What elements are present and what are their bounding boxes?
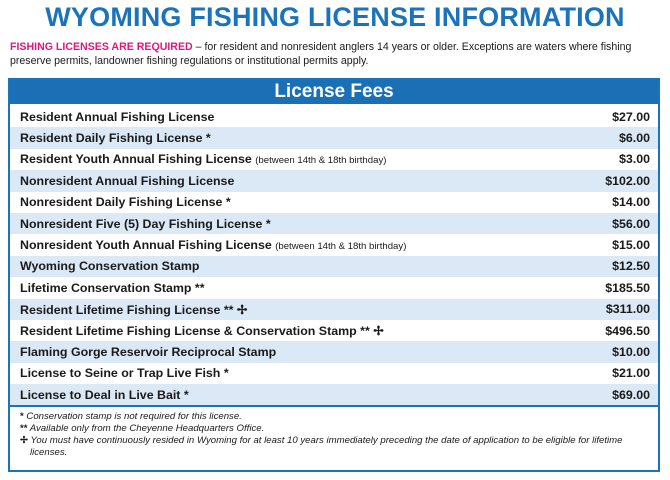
footnote-mark: *	[205, 131, 211, 146]
intro: FISHING LICENSES ARE REQUIRED – for resi…	[10, 40, 662, 68]
footnote: ✢ You must have continuously resided in …	[20, 435, 648, 459]
fee: $69.00	[612, 387, 650, 402]
footnote-symbol: **	[20, 423, 28, 435]
fee-row: License to Deal in Live Bait * $69.00	[10, 384, 658, 406]
fee-row: License to Seine or Trap Live Fish * $21.…	[10, 363, 658, 384]
footnote-mark: *	[225, 195, 231, 210]
fee-row: Resident Annual Fishing License $27.00	[10, 106, 658, 127]
fee-row: Nonresident Five (5) Day Fishing License…	[10, 212, 658, 235]
footnote-mark: **	[194, 280, 205, 295]
fee-row: Nonresident Daily Fishing License * $14.0…	[10, 192, 658, 213]
license-name: Nonresident Five (5) Day Fishing License	[20, 216, 263, 231]
footnote-mark: *	[183, 387, 189, 402]
license-cell: Resident Daily Fishing License *	[20, 131, 619, 145]
license-name: Resident Annual Fishing License	[20, 109, 215, 124]
fee: $27.00	[612, 109, 650, 124]
intro-lead: FISHING LICENSES ARE REQUIRED	[10, 41, 193, 53]
license-cell: Nonresident Youth Annual Fishing License…	[20, 238, 612, 252]
fee: $12.50	[612, 259, 650, 274]
fee-row: Wyoming Conservation Stamp $12.50	[10, 255, 658, 278]
table-rows: Resident Annual Fishing License $27.00 Res…	[10, 106, 658, 408]
footnote-mark: ** ✢	[223, 302, 248, 317]
footnotes: * Conservation stamp is not required for…	[10, 407, 658, 463]
license-name: Resident Lifetime Fishing License	[20, 302, 221, 317]
license-note: (between 14th & 18th birthday)	[255, 155, 387, 167]
license-cell: License to Deal in Live Bait *	[20, 388, 612, 402]
fee: $102.00	[605, 173, 650, 188]
license-cell: Flaming Gorge Reservoir Reciprocal Stamp	[20, 345, 612, 359]
license-cell: Resident Youth Annual Fishing License (b…	[20, 152, 619, 166]
license-name: Resident Daily Fishing License	[20, 131, 203, 146]
license-cell: Nonresident Five (5) Day Fishing License…	[20, 217, 612, 231]
fee-table: License Fees Resident Annual Fishing Lic…	[8, 78, 660, 472]
license-name: Nonresident Youth Annual Fishing License	[20, 238, 272, 253]
fee: $311.00	[605, 302, 650, 317]
license-name: License to Deal in Live Bait	[20, 387, 181, 402]
fee-row: Nonresident Youth Annual Fishing License…	[10, 234, 658, 255]
fee-row: Resident Lifetime Fishing License ** ✢ $3…	[10, 298, 658, 320]
license-name: Nonresident Daily Fishing License	[20, 195, 223, 210]
license-cell: Lifetime Conservation Stamp **	[20, 281, 605, 295]
fee: $56.00	[612, 216, 650, 231]
license-name: Lifetime Conservation Stamp	[20, 280, 192, 295]
page-title: WYOMING FISHING LICENSE INFORMATION	[45, 2, 625, 32]
fee: $185.50	[605, 280, 650, 295]
footnote: ** Available only from the Cheyenne Head…	[20, 423, 648, 435]
footnote-mark: *	[265, 216, 271, 231]
license-cell: License to Seine or Trap Live Fish *	[20, 366, 612, 380]
license-name: Resident Lifetime Fishing License & Cons…	[20, 324, 357, 339]
fee: $3.00	[618, 152, 650, 167]
table-title: License Fees	[10, 80, 658, 106]
license-name: Resident Youth Annual Fishing License	[20, 152, 252, 167]
license-cell: Wyoming Conservation Stamp	[20, 259, 612, 273]
license-cell: Resident Lifetime Fishing License ** ✢	[20, 302, 606, 317]
license-cell: Resident Lifetime Fishing License & Cons…	[20, 323, 605, 338]
footnote-mark: *	[223, 366, 229, 381]
fee-row: Resident Youth Annual Fishing License (b…	[10, 149, 658, 170]
fee-row: Resident Lifetime Fishing License & Cons…	[10, 320, 658, 341]
license-name: Wyoming Conservation Stamp	[20, 259, 200, 274]
license-name: License to Seine or Trap Live Fish	[20, 366, 221, 381]
footnote-symbol: *	[20, 411, 24, 423]
fee: $6.00	[618, 131, 650, 146]
license-cell: Nonresident Daily Fishing License *	[20, 195, 612, 209]
fee: $14.00	[612, 195, 650, 210]
footnote: * Conservation stamp is not required for…	[20, 411, 648, 423]
fee: $496.50	[605, 323, 650, 338]
fee: $15.00	[612, 238, 650, 253]
fee-row: Nonresident Annual Fishing License $102.0…	[10, 170, 658, 192]
footnote-text: You must have continuously resided in Wy…	[30, 435, 623, 459]
fee-row: Resident Daily Fishing License * $6.00	[10, 127, 658, 149]
footnote-symbol: ✢	[20, 435, 29, 447]
footnote-text: Available only from the Cheyenne Headqua…	[29, 423, 265, 435]
license-cell: Resident Annual Fishing License	[20, 110, 612, 124]
footnote-mark: ** ✢	[360, 324, 384, 339]
fee: $10.00	[612, 344, 650, 359]
license-name: Nonresident Annual Fishing License	[20, 173, 235, 188]
license-cell: Nonresident Annual Fishing License	[20, 174, 605, 188]
fee-row: Flaming Gorge Reservoir Reciprocal Stamp…	[10, 341, 658, 363]
intro-text: – for resident and nonresident anglers 1…	[10, 41, 632, 67]
fee-row: Lifetime Conservation Stamp ** $185.50	[10, 277, 658, 298]
license-note: (between 14th & 18th birthday)	[275, 241, 407, 253]
license-name: Flaming Gorge Reservoir Reciprocal Stamp	[20, 344, 277, 359]
fee: $21.00	[612, 366, 650, 381]
footnote-text: Conservation stamp is not required for t…	[26, 411, 242, 423]
